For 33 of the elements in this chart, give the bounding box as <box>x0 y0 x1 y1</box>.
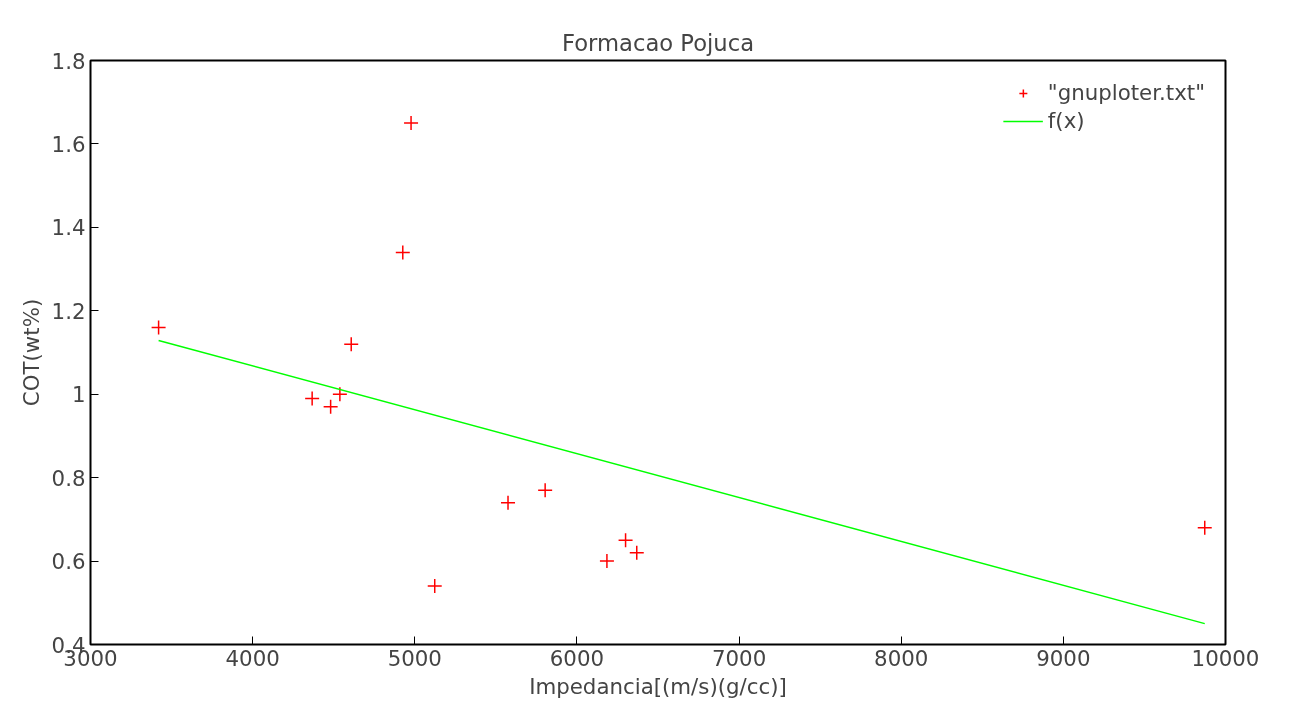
y-tick-label: 1.2 <box>51 298 86 324</box>
x-tick-label: 7000 <box>711 645 767 671</box>
point <box>599 553 615 569</box>
point <box>343 336 359 352</box>
point <box>426 578 443 594</box>
point <box>629 544 645 561</box>
x-tick-label: 10000 <box>1191 645 1260 671</box>
x-tick-label: 8000 <box>874 645 929 671</box>
point <box>537 482 553 498</box>
x-tick-label: 5000 <box>387 645 442 671</box>
legend-label: f(x) <box>1047 108 1085 133</box>
x-tick-label: 4000 <box>225 645 280 671</box>
y-tick-label: 1 <box>71 382 86 408</box>
y-tick-label: 1.6 <box>51 131 86 157</box>
x-tick-label: 9000 <box>1036 645 1091 671</box>
point <box>500 494 516 511</box>
chart-title: Formacao Pojuca <box>561 29 755 56</box>
y-tick-label: 1.4 <box>51 215 86 241</box>
point <box>395 244 411 261</box>
point <box>322 398 339 415</box>
legend-label: "gnuploter.txt" <box>1047 80 1205 105</box>
y-tick-label: 0.8 <box>51 465 86 491</box>
point <box>150 319 167 336</box>
point <box>617 532 634 548</box>
y-axis-title: COT(wt%) <box>18 298 44 407</box>
point <box>304 390 320 407</box>
y-tick-label: 0.6 <box>51 549 86 575</box>
x-axis-title: Impedancia[(m/s)(g/cc)] <box>529 673 787 699</box>
point <box>1197 519 1213 536</box>
y-tick-label: 1.8 <box>51 48 86 74</box>
x-tick-label: 6000 <box>549 645 605 671</box>
point <box>332 386 348 402</box>
point <box>403 115 419 131</box>
